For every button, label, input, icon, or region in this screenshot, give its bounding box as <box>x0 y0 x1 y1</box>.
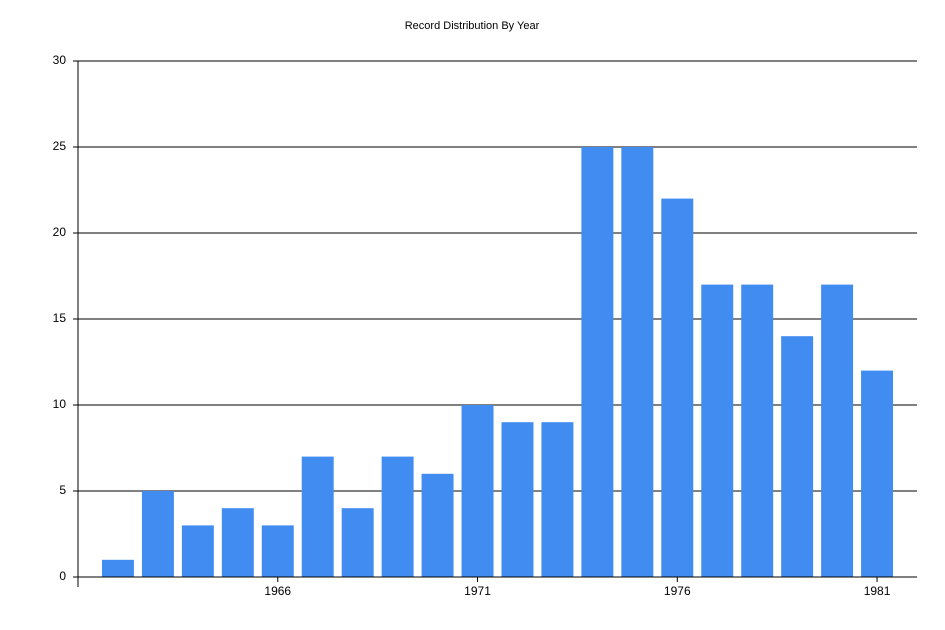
y-tick-label: 15 <box>53 311 67 325</box>
x-tick-label: 1966 <box>264 584 291 598</box>
bar <box>741 284 774 577</box>
x-tick-label: 1981 <box>864 584 891 598</box>
bar <box>421 473 454 577</box>
bar <box>181 525 214 577</box>
bar <box>581 147 614 577</box>
bar <box>661 198 694 577</box>
bar <box>781 336 814 577</box>
y-tick-label: 25 <box>53 139 67 153</box>
x-tick-label: 1971 <box>464 584 491 598</box>
y-tick-label: 30 <box>53 53 67 67</box>
bar <box>701 284 734 577</box>
bar <box>101 559 134 577</box>
bar <box>261 525 294 577</box>
bar <box>461 405 494 577</box>
y-tick-label: 20 <box>53 225 67 239</box>
bar <box>621 147 654 577</box>
y-tick-label: 5 <box>59 483 66 497</box>
bar <box>541 422 574 577</box>
y-tick-label: 10 <box>53 397 67 411</box>
bar <box>861 370 894 577</box>
bar <box>341 508 374 577</box>
bar <box>381 456 414 577</box>
chart-title: Record Distribution By Year <box>405 20 540 32</box>
x-tick-label: 1976 <box>664 584 691 598</box>
bar <box>141 491 174 577</box>
bar <box>301 456 334 577</box>
bar <box>501 422 534 577</box>
bar <box>221 508 254 577</box>
bar <box>821 284 854 577</box>
y-tick-label: 0 <box>59 569 66 583</box>
